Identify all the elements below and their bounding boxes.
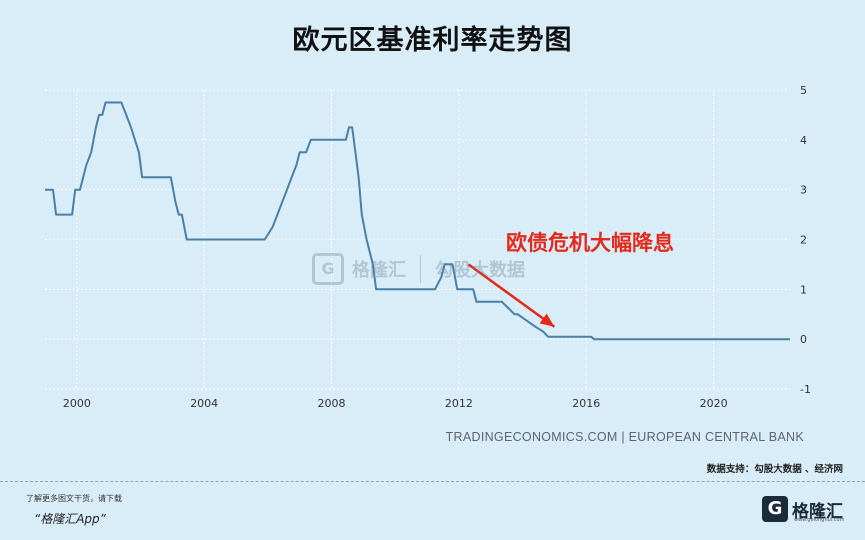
chart-title: 欧元区基准利率走势图 (292, 25, 573, 56)
x-tick-label: 2020 (700, 397, 728, 410)
footer-app-name: “格隆汇App” (34, 512, 106, 526)
chart-annotation: 欧债危机大幅降息 (506, 231, 674, 255)
watermark-right-text: 勾股大数据 (435, 260, 525, 281)
y-tick-label: 0 (800, 333, 807, 346)
source-label: TRADINGECONOMICS.COM | EUROPEAN CENTRAL … (445, 430, 804, 444)
series-line (45, 101, 790, 341)
brand-logo-icon: G (762, 496, 788, 522)
y-tick-label: -1 (800, 383, 811, 396)
y-tick-label: 5 (800, 84, 807, 97)
x-tick-label: 2008 (318, 397, 346, 410)
watermark: G 格隆汇 勾股大数据 (312, 253, 525, 285)
footer-note: 了解更多图文干货，请下载 (26, 494, 122, 503)
data-support-label: 数据支持：勾股大数据 、经济网 (706, 464, 843, 475)
watermark-separator (420, 255, 421, 283)
annotation-arrow-head (539, 313, 555, 327)
annotation-arrow-shaft (467, 263, 556, 328)
brand-logo-text: 格隆汇 (792, 501, 843, 522)
y-tick-label: 2 (800, 234, 807, 247)
y-tick-label: 3 (800, 184, 807, 197)
brand-logo[interactable]: G 格隆汇 www.gelonghui.com (762, 495, 845, 523)
brand-logo-url: www.gelonghui.com (794, 517, 845, 523)
watermark-left-text: 格隆汇 (352, 260, 406, 281)
footer-divider (0, 481, 865, 482)
x-tick-label: 2012 (445, 397, 473, 410)
x-tick-label: 2000 (63, 397, 91, 410)
y-tick-label: 4 (800, 134, 807, 147)
x-tick-label: 2016 (572, 397, 600, 410)
watermark-logo-icon: G (312, 253, 344, 285)
x-tick-label: 2004 (190, 397, 218, 410)
y-tick-label: 1 (800, 283, 807, 296)
